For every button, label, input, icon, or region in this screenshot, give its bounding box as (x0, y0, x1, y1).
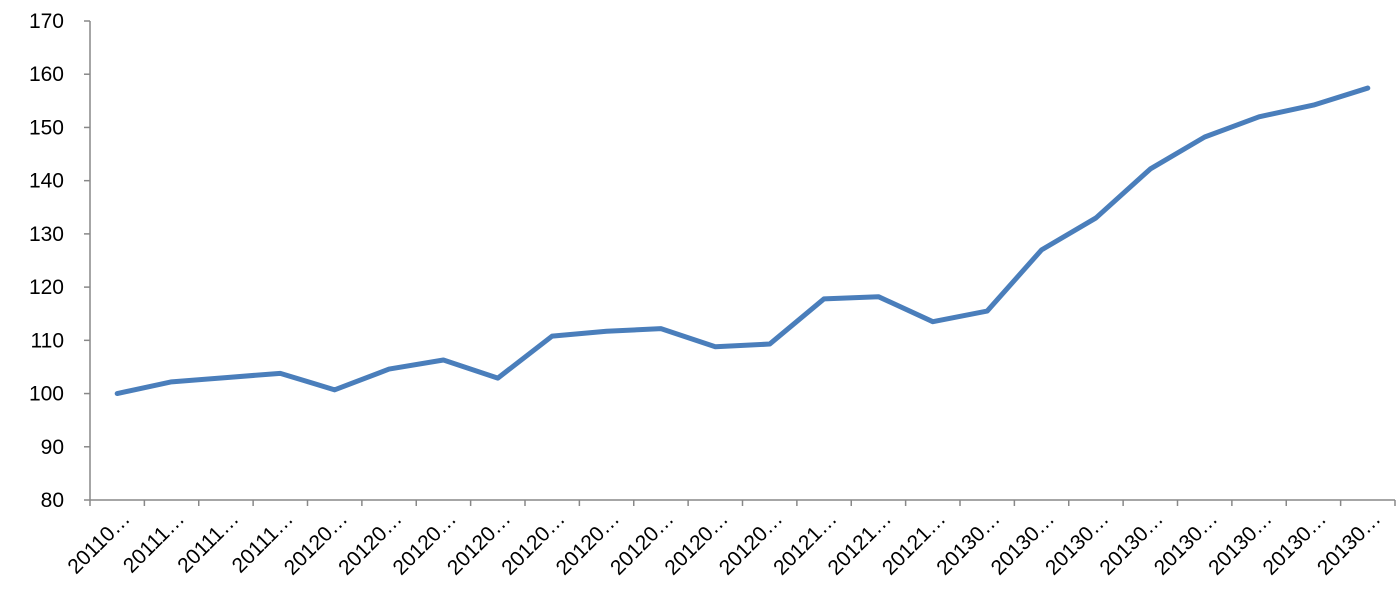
y-tick-label: 100 (29, 383, 64, 406)
y-tick-label: 120 (29, 276, 64, 299)
y-tick-label: 110 (31, 329, 64, 352)
y-tick-label: 150 (29, 116, 64, 139)
y-tick-label: 80 (41, 489, 64, 512)
y-tick-label: 170 (29, 10, 64, 33)
y-tick-label: 90 (41, 436, 64, 459)
y-tick-label: 130 (29, 223, 64, 246)
y-tick-label: 160 (29, 63, 64, 86)
line-series (114, 85, 1371, 397)
y-tick-label: 140 (29, 170, 64, 193)
x-tick-label: 20110… (63, 507, 134, 578)
